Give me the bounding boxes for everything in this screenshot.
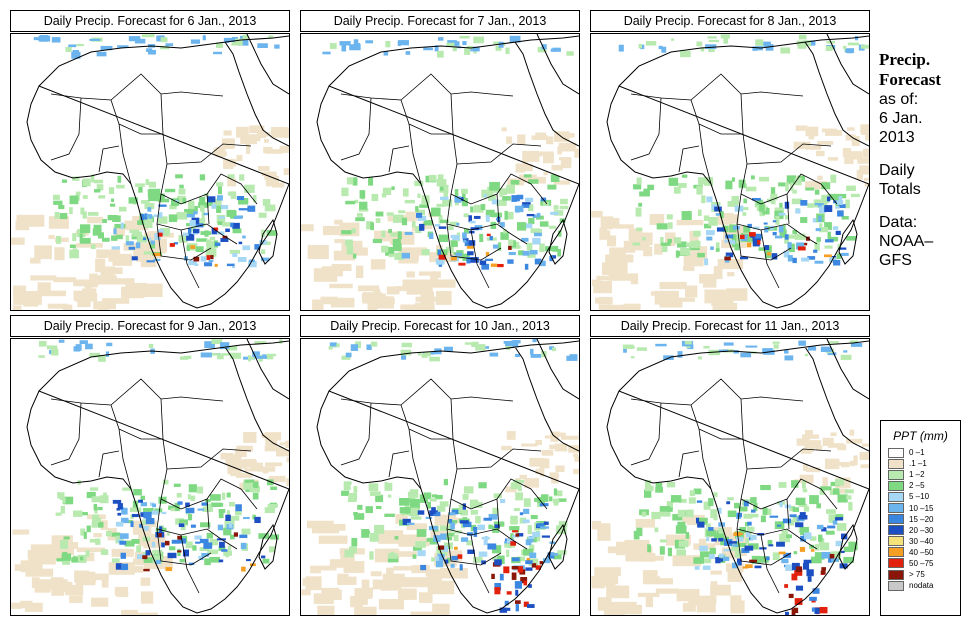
panel-title: Daily Precip. Forecast for 7 Jan., 2013 bbox=[300, 10, 580, 32]
info-date-1: 6 Jan. bbox=[879, 110, 923, 127]
africa-map bbox=[301, 339, 579, 615]
info-source-2: GFS bbox=[879, 252, 912, 269]
legend: PPT (mm) 0 –1.1 –1 1 –2 2 –5 5 –10 10 –15 15 … bbox=[880, 420, 961, 616]
info-data-label: Data: bbox=[879, 214, 918, 231]
precip-map bbox=[590, 33, 870, 311]
legend-swatch bbox=[888, 503, 904, 514]
legend-item: 15 –20 bbox=[881, 514, 960, 525]
panel-title: Daily Precip. Forecast for 9 Jan., 2013 bbox=[10, 315, 290, 337]
africa-map bbox=[11, 34, 289, 310]
info-heading-1: Precip. bbox=[879, 50, 931, 69]
legend-label: 1 –2 bbox=[909, 470, 925, 480]
info-date-2: 2013 bbox=[879, 129, 915, 146]
legend-item: 0 –1 bbox=[881, 447, 960, 458]
info-period-2: Totals bbox=[879, 181, 921, 198]
legend-swatch bbox=[888, 525, 904, 536]
legend-title: PPT (mm) bbox=[893, 429, 948, 443]
africa-map bbox=[301, 34, 579, 310]
legend-swatch bbox=[888, 569, 904, 580]
legend-label: 50 –75 bbox=[909, 558, 934, 568]
legend-swatch bbox=[888, 480, 904, 491]
legend-item: 10 –15 bbox=[881, 502, 960, 514]
legend-rows: 0 –1.1 –1 1 –2 2 –5 5 –10 10 –15 15 –20 20 –30… bbox=[881, 447, 960, 591]
legend-label: .1 –1 bbox=[909, 459, 927, 469]
legend-item: nodata bbox=[881, 580, 960, 591]
legend-item: 1 –2 bbox=[881, 469, 960, 480]
legend-item: .1 –1 bbox=[881, 458, 960, 469]
forecast-panel-3: Daily Precip. Forecast for 8 Jan., 2013 bbox=[590, 10, 870, 311]
precip-map bbox=[10, 33, 290, 311]
panel-title: Daily Precip. Forecast for 11 Jan., 2013 bbox=[590, 315, 870, 337]
legend-swatch bbox=[888, 447, 904, 458]
precip-map bbox=[10, 338, 290, 616]
legend-label: 15 –20 bbox=[909, 514, 934, 524]
legend-item: > 75 bbox=[881, 569, 960, 580]
legend-label: 30 –40 bbox=[909, 536, 934, 546]
legend-label: 40 –50 bbox=[909, 547, 934, 557]
legend-label: nodata bbox=[909, 581, 934, 591]
legend-label: 5 –10 bbox=[909, 492, 930, 502]
precip-map bbox=[590, 338, 870, 616]
forecast-panel-5: Daily Precip. Forecast for 10 Jan., 2013 bbox=[300, 315, 580, 616]
africa-map bbox=[591, 34, 869, 310]
info-block: Precip. Forecast as of: 6 Jan. 2013 Dail… bbox=[879, 50, 963, 270]
info-asof: as of: bbox=[879, 91, 919, 108]
forecast-panel-1: Daily Precip. Forecast for 6 Jan., 2013 bbox=[10, 10, 290, 311]
legend-swatch bbox=[888, 514, 904, 525]
legend-swatch bbox=[888, 558, 904, 569]
info-source-1: NOAA– bbox=[879, 233, 934, 250]
legend-swatch bbox=[888, 547, 904, 558]
legend-item: 20 –30 bbox=[881, 525, 960, 536]
legend-swatch bbox=[888, 491, 904, 502]
panel-title: Daily Precip. Forecast for 8 Jan., 2013 bbox=[590, 10, 870, 32]
legend-item: 50 –75 bbox=[881, 558, 960, 569]
legend-swatch bbox=[888, 536, 904, 547]
forecast-panel-2: Daily Precip. Forecast for 7 Jan., 2013 bbox=[300, 10, 580, 311]
forecast-panel-6: Daily Precip. Forecast for 11 Jan., 2013 bbox=[590, 315, 870, 616]
legend-item: 5 –10 bbox=[881, 491, 960, 502]
legend-label: 10 –15 bbox=[909, 503, 934, 513]
africa-map bbox=[11, 339, 289, 615]
legend-label: > 75 bbox=[909, 570, 925, 580]
legend-swatch bbox=[888, 469, 904, 480]
legend-item: 2 –5 bbox=[881, 480, 960, 491]
precip-map bbox=[300, 33, 580, 311]
info-period-1: Daily bbox=[879, 162, 915, 179]
legend-swatch bbox=[888, 580, 904, 591]
legend-swatch bbox=[888, 458, 904, 469]
legend-label: 0 –1 bbox=[909, 448, 925, 458]
panel-title: Daily Precip. Forecast for 10 Jan., 2013 bbox=[300, 315, 580, 337]
forecast-panel-4: Daily Precip. Forecast for 9 Jan., 2013 bbox=[10, 315, 290, 616]
legend-item: 40 –50 bbox=[881, 547, 960, 558]
legend-label: 20 –30 bbox=[909, 525, 934, 535]
legend-item: 30 –40 bbox=[881, 536, 960, 547]
precip-map bbox=[300, 338, 580, 616]
legend-label: 2 –5 bbox=[909, 481, 925, 491]
info-heading-2: Forecast bbox=[879, 70, 941, 89]
panel-title: Daily Precip. Forecast for 6 Jan., 2013 bbox=[10, 10, 290, 32]
africa-map bbox=[591, 339, 869, 615]
